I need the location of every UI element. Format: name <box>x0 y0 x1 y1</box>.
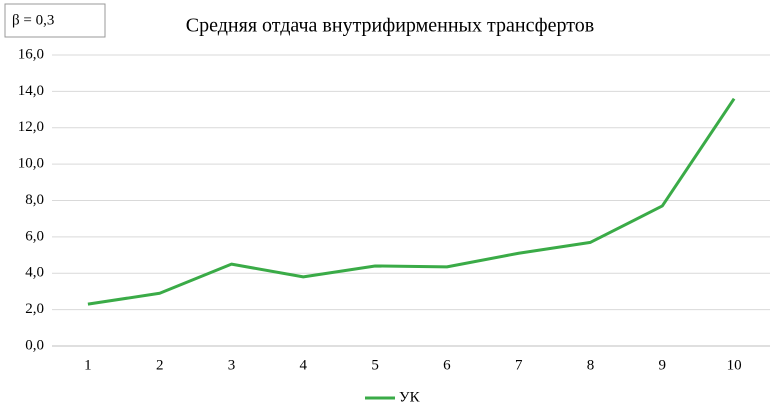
chart-title: Средняя отдача внутрифирменных трансферт… <box>186 15 594 37</box>
y-tick-label: 16,0 <box>18 46 44 62</box>
x-tick-label: 1 <box>84 357 92 373</box>
y-tick-label: 10,0 <box>18 156 44 172</box>
y-tick-label: 2,0 <box>25 301 44 317</box>
legend-label: УК <box>399 389 421 405</box>
annotation: β = 0,3 <box>12 12 54 28</box>
x-tick-label: 3 <box>228 357 236 373</box>
x-tick-label: 6 <box>443 357 451 373</box>
y-tick-label: 8,0 <box>25 192 44 208</box>
y-tick-label: 14,0 <box>18 83 44 99</box>
x-tick-label: 8 <box>587 357 595 373</box>
y-tick-label: 12,0 <box>18 119 44 135</box>
y-tick-label: 6,0 <box>25 228 44 244</box>
x-tick-label: 10 <box>727 357 742 373</box>
x-tick-label: 2 <box>156 357 164 373</box>
y-tick-label: 4,0 <box>25 265 44 281</box>
x-tick-label: 4 <box>300 357 308 373</box>
series-line <box>87 97 736 306</box>
x-tick-label: 5 <box>371 357 379 373</box>
y-tick-label: 0,0 <box>25 337 44 353</box>
x-tick-label: 7 <box>515 357 523 373</box>
annotation-box <box>4 3 106 38</box>
x-tick-label: 9 <box>659 357 667 373</box>
